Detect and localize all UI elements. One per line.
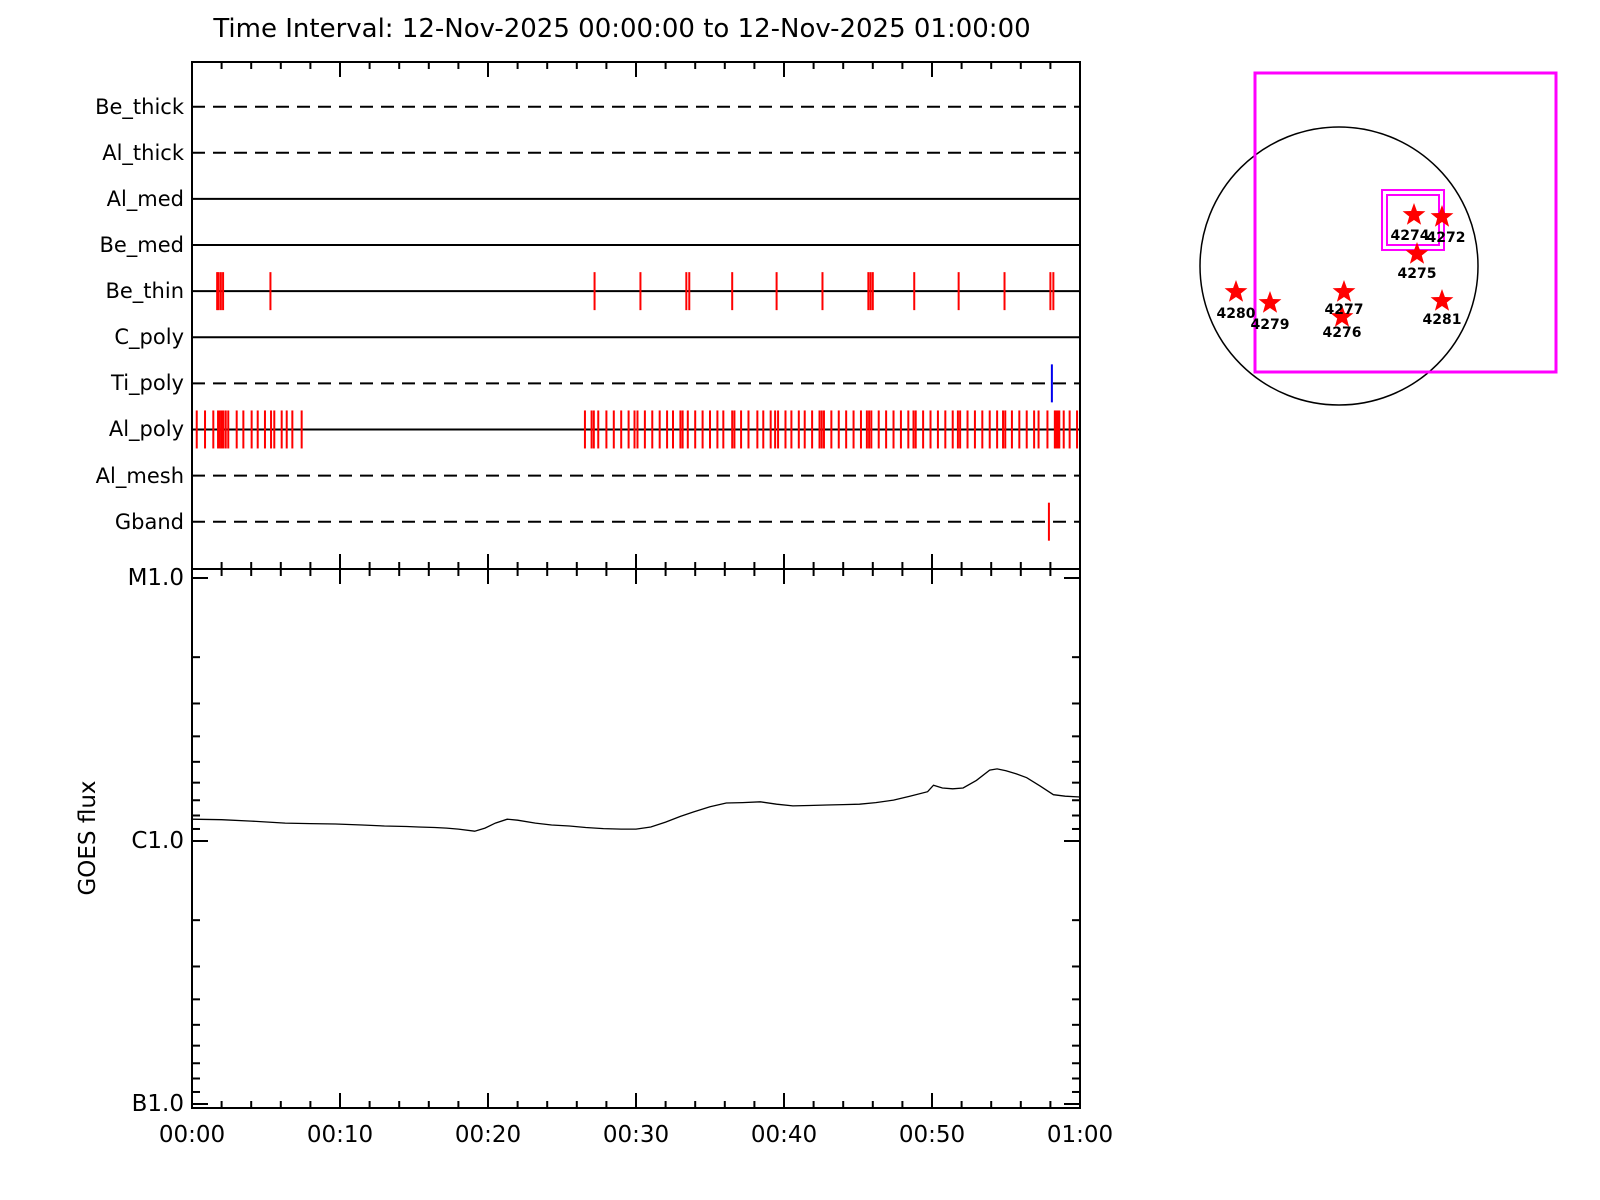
goes-y-axis-title: GOES flux	[75, 780, 101, 896]
filter-row-label-c-poly: C_poly	[114, 325, 184, 349]
goes-ytick-c1: C1.0	[131, 828, 184, 854]
xtick-0000: 00:00	[158, 1122, 226, 1148]
filter-row-label-gband: Gband	[114, 510, 184, 534]
active-region-star	[1430, 289, 1454, 311]
active-region-star	[1332, 280, 1356, 302]
filter-row-label-al-mesh: Al_mesh	[95, 464, 184, 488]
xtick-0030: 00:30	[602, 1122, 670, 1148]
active-region-label: 4280	[1217, 306, 1256, 322]
xtick-0100: 01:00	[1046, 1122, 1114, 1148]
filter-row-label-al-med: Al_med	[106, 187, 184, 211]
active-region-label: 4274	[1391, 228, 1430, 244]
filter-row-label-be-thick: Be_thick	[95, 95, 184, 119]
plot-title: Time Interval: 12-Nov-2025 00:00:00 to 1…	[213, 14, 1031, 44]
xtick-0040: 00:40	[750, 1122, 818, 1148]
outer-fov-box	[1253, 71, 1558, 374]
active-region-star	[1430, 205, 1454, 227]
active-region-star	[1330, 305, 1354, 327]
filter-row-label-al-poly: Al_poly	[108, 417, 184, 441]
filter-row-label-ti-poly: Ti_poly	[111, 371, 184, 395]
goes-panel-border	[191, 568, 1081, 1109]
active-region-label: 4281	[1423, 312, 1462, 328]
active-region-label: 4277	[1325, 302, 1364, 318]
filter-row-label-be-med: Be_med	[99, 233, 184, 257]
timeline-panel-border	[191, 61, 1081, 570]
goes-flux-curve	[191, 768, 1081, 832]
active-region-star	[1258, 291, 1282, 313]
xtick-0010: 00:10	[306, 1122, 374, 1148]
xtick-0020: 00:20	[454, 1122, 522, 1148]
active-region-label: 4275	[1398, 266, 1437, 282]
goes-ytick-b1: B1.0	[131, 1091, 184, 1117]
active-region-star	[1405, 242, 1429, 264]
solar-disk-limb	[1199, 126, 1479, 406]
active-region-star	[1224, 280, 1248, 302]
active-region-label: 4276	[1323, 325, 1362, 341]
active-region-label: 4279	[1251, 317, 1290, 333]
active-region-star	[1402, 203, 1426, 225]
xtick-0050: 00:50	[898, 1122, 966, 1148]
active-region-label: 4272	[1427, 230, 1466, 246]
goes-ytick-m1: M1.0	[127, 565, 184, 591]
filter-row-label-be-thin: Be_thin	[105, 279, 184, 303]
filter-row-label-al-thick: Al_thick	[102, 141, 184, 165]
